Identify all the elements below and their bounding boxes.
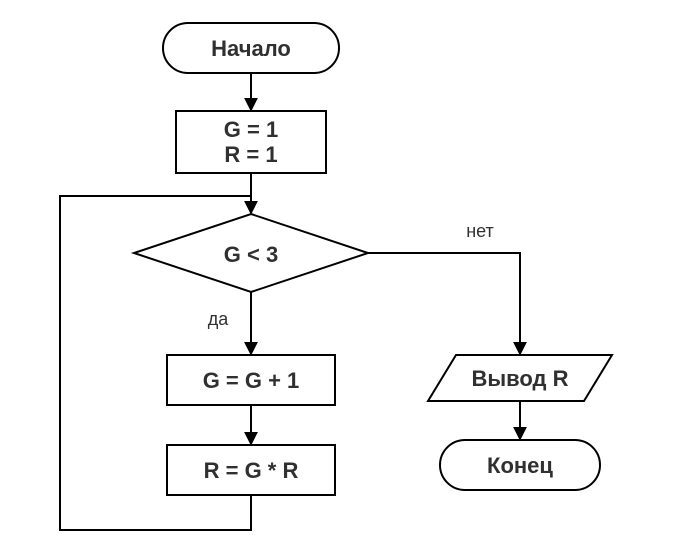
node-mul: R = G * R: [167, 445, 335, 495]
node-mul-label: R = G * R: [204, 458, 299, 483]
node-cond: G < 3: [134, 214, 368, 292]
node-inc: G = G + 1: [167, 355, 335, 405]
node-init-line1: G = 1: [224, 117, 278, 142]
node-end-label: Конец: [487, 453, 553, 478]
node-start: Начало: [163, 23, 339, 73]
node-init-line2: R = 1: [224, 142, 277, 167]
node-start-label: Начало: [211, 36, 291, 61]
node-inc-label: G = G + 1: [203, 368, 300, 393]
node-init: G = 1 R = 1: [176, 111, 326, 173]
label-no: нет: [466, 221, 494, 241]
edge-cond-output: [368, 253, 520, 353]
node-output-label: Вывод R: [471, 366, 568, 391]
node-cond-label: G < 3: [224, 242, 278, 267]
label-yes: да: [208, 309, 230, 329]
node-end: Конец: [440, 440, 600, 490]
node-output: Вывод R: [428, 355, 612, 401]
